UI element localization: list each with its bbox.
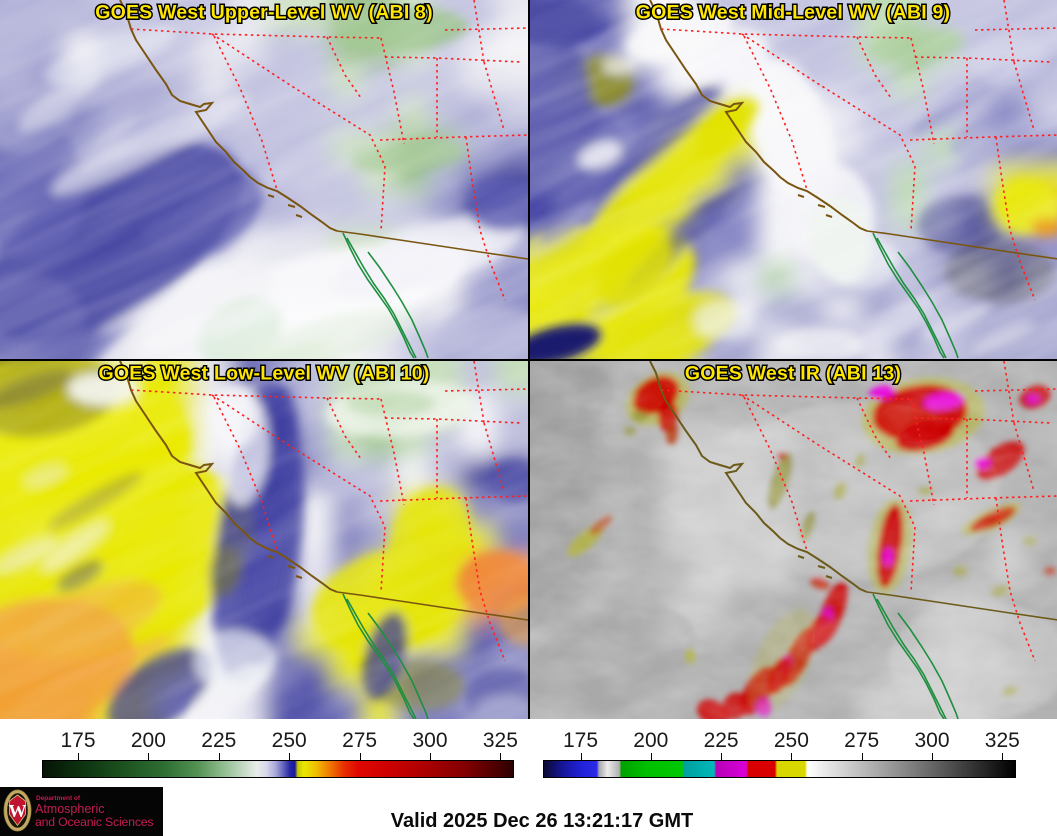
svg-text:W: W xyxy=(9,801,27,821)
svg-text:GOES West Upper-Level WV (ABI: GOES West Upper-Level WV (ABI 8) xyxy=(95,2,433,24)
svg-text:GOES West Mid-Level WV (ABI 9): GOES West Mid-Level WV (ABI 9) xyxy=(636,2,950,24)
svg-text:GOES West IR (ABI 13): GOES West IR (ABI 13) xyxy=(685,363,901,385)
svg-text:GOES West Low-Level WV (ABI 10: GOES West Low-Level WV (ABI 10) xyxy=(99,363,430,385)
